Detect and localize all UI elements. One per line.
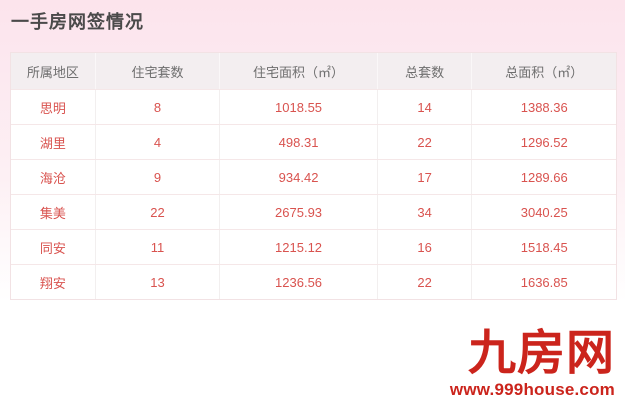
header-total-area: 总面积（㎡） bbox=[505, 64, 584, 80]
cell-res-area: 2675.93 bbox=[220, 195, 378, 229]
page-title: 一手房网签情况 bbox=[11, 12, 144, 32]
table-row: 翔安 13 1236.56 22 1636.85 bbox=[11, 264, 616, 299]
cell-total-units: 22 bbox=[378, 125, 473, 159]
cell-total-area: 1636.85 bbox=[520, 274, 568, 290]
netsign-table: 所属地区 住宅套数 住宅面积（㎡） 总套数 总面积（㎡） 思明 8 1018.5… bbox=[10, 52, 617, 300]
header-res-area: 住宅面积（㎡） bbox=[220, 53, 378, 89]
cell-res-area: 1018.55 bbox=[220, 90, 378, 124]
cell-total-units: 16 bbox=[378, 230, 473, 264]
site-watermark: 九房网 www.999house.com bbox=[449, 327, 615, 399]
cell-res-units: 22 bbox=[96, 195, 221, 229]
cell-res-units: 11 bbox=[96, 230, 221, 264]
cell-res-area: 934.42 bbox=[220, 160, 378, 194]
table-header-row: 所属地区 住宅套数 住宅面积（㎡） 总套数 总面积（㎡） bbox=[11, 53, 616, 89]
cell-total-units: 22 bbox=[378, 265, 473, 299]
cell-res-units: 8 bbox=[96, 90, 221, 124]
header-total-units: 总套数 bbox=[378, 53, 473, 89]
cell-district: 湖里 bbox=[11, 125, 96, 159]
site-logo: 九房网 bbox=[467, 327, 615, 380]
cell-district: 思明 bbox=[11, 90, 96, 124]
cell-total-area: 1388.36 bbox=[520, 99, 568, 115]
header-res-units: 住宅套数 bbox=[96, 53, 221, 89]
cell-total-units: 17 bbox=[378, 160, 473, 194]
cell-district: 翔安 bbox=[11, 265, 96, 299]
table-row: 湖里 4 498.31 22 1296.52 bbox=[11, 124, 616, 159]
cell-total-area: 3040.25 bbox=[520, 204, 568, 220]
cell-district: 海沧 bbox=[11, 160, 96, 194]
cell-district: 集美 bbox=[11, 195, 96, 229]
cell-res-area: 498.31 bbox=[220, 125, 378, 159]
cell-total-area: 1289.66 bbox=[520, 169, 568, 185]
cell-total-area: 1296.52 bbox=[520, 134, 568, 150]
cell-res-units: 4 bbox=[96, 125, 221, 159]
table-row: 集美 22 2675.93 34 3040.25 bbox=[11, 194, 616, 229]
header-district: 所属地区 bbox=[11, 53, 96, 89]
cell-district: 同安 bbox=[11, 230, 96, 264]
table-row: 思明 8 1018.55 14 1388.36 bbox=[11, 89, 616, 124]
table-row: 海沧 9 934.42 17 1289.66 bbox=[11, 159, 616, 194]
cell-total-units: 34 bbox=[378, 195, 473, 229]
cell-res-area: 1215.12 bbox=[220, 230, 378, 264]
cell-res-area: 1236.56 bbox=[220, 265, 378, 299]
cell-res-units: 13 bbox=[96, 265, 221, 299]
table-row: 同安 11 1215.12 16 1518.45 bbox=[11, 229, 616, 264]
cell-total-units: 14 bbox=[378, 90, 473, 124]
site-url: www.999house.com bbox=[449, 380, 615, 399]
cell-res-units: 9 bbox=[96, 160, 221, 194]
cell-total-area: 1518.45 bbox=[520, 239, 568, 255]
